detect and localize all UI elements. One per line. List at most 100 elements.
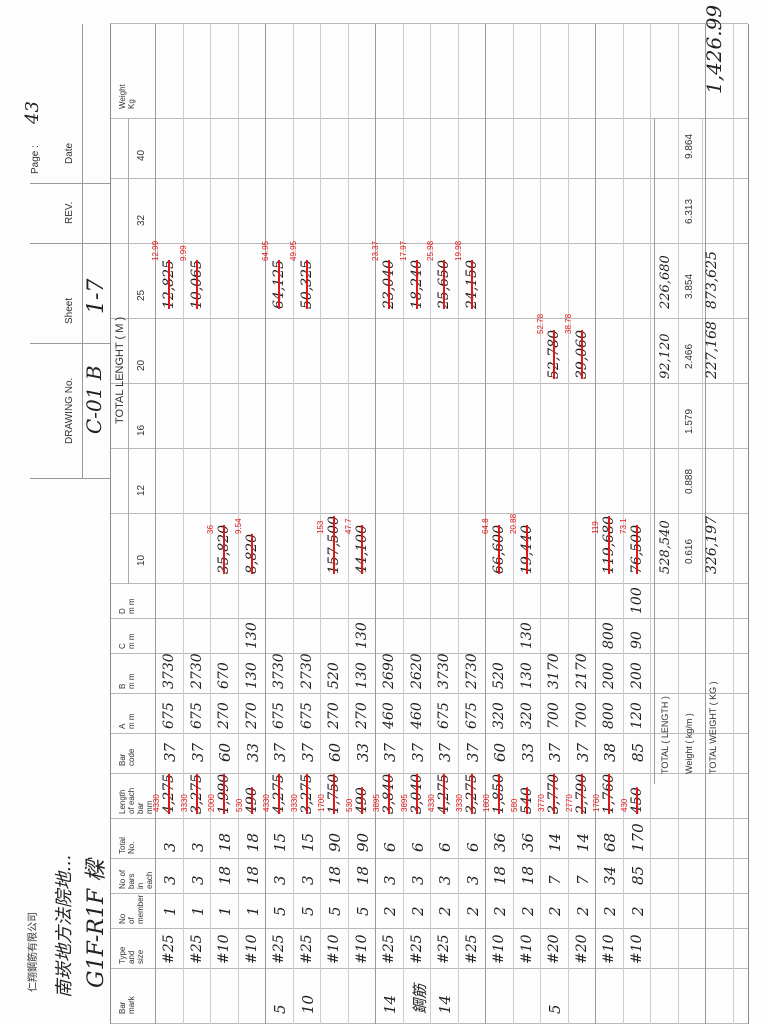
project-title: 南崁地方法院地... bbox=[54, 854, 75, 998]
row-total: 3 bbox=[161, 842, 179, 852]
row-total: 6 bbox=[463, 842, 482, 852]
row-total: 18 bbox=[216, 832, 234, 852]
row-len-10-new: 47.7 bbox=[343, 518, 353, 534]
row-members: 2 bbox=[601, 906, 619, 916]
row-length: 4,275 bbox=[271, 773, 287, 814]
sheet-no: 1-7 bbox=[84, 278, 109, 314]
grid-hline bbox=[110, 24, 111, 1024]
col-length: bar bbox=[136, 802, 145, 814]
row-total: 6 bbox=[408, 842, 427, 852]
total-length-20: 92,120 bbox=[658, 333, 673, 380]
row-bars-each: 18 bbox=[353, 865, 372, 885]
row-bars-each: 18 bbox=[491, 865, 509, 885]
row-bars-each: 3 bbox=[188, 875, 207, 885]
row-len-25-new: 17.97 bbox=[398, 240, 408, 261]
grid-vline bbox=[30, 478, 110, 479]
row-code: 37 bbox=[463, 742, 482, 762]
grid-vline bbox=[110, 178, 748, 179]
row-members: 5 bbox=[353, 906, 372, 916]
row-length: 3,770 bbox=[546, 773, 562, 814]
row-a: 120 bbox=[628, 702, 645, 729]
row-code: 37 bbox=[573, 742, 592, 762]
col-type: size bbox=[136, 949, 145, 964]
row-b: 130 bbox=[353, 662, 370, 689]
row-total: 36 bbox=[491, 832, 509, 852]
row-b: 200 bbox=[601, 662, 617, 689]
page-label: Page : bbox=[30, 145, 41, 174]
grid-vline bbox=[110, 818, 748, 819]
col-no-member: of bbox=[127, 917, 136, 924]
row-members: 2 bbox=[628, 906, 647, 916]
row-len-25: 64,125 bbox=[271, 260, 287, 309]
grid-hline bbox=[650, 24, 651, 1024]
row-length-new: 4330 bbox=[152, 794, 161, 812]
company-name: 仁翔鋼筋有限公司 bbox=[28, 912, 39, 992]
row-a: 675 bbox=[463, 702, 480, 729]
row-length: 4,275 bbox=[161, 773, 177, 814]
row-a: 270 bbox=[216, 702, 232, 729]
row-a: 700 bbox=[573, 702, 590, 729]
row-members: 1 bbox=[188, 906, 207, 916]
row-total: 14 bbox=[573, 832, 592, 852]
row-len-10: 66,600 bbox=[491, 525, 507, 574]
row-type: #25 bbox=[463, 934, 480, 964]
row-length-new: 530 bbox=[234, 798, 244, 812]
row-total: 6 bbox=[436, 842, 454, 852]
row-b: 3730 bbox=[271, 653, 287, 689]
row-len-25-new: 25.98 bbox=[426, 240, 435, 261]
grid-hline bbox=[702, 119, 703, 584]
row-length-new: 3770 bbox=[537, 794, 546, 812]
row-b: 200 bbox=[628, 662, 645, 689]
row-type: #25 bbox=[161, 934, 177, 964]
row-b: 130 bbox=[518, 662, 535, 689]
total-length-10: 528,540 bbox=[658, 520, 673, 574]
row-total: 68 bbox=[601, 832, 619, 852]
grid-hline bbox=[155, 24, 156, 1024]
kg-per-m-20: 2.466 bbox=[684, 343, 695, 369]
row-b: 2170 bbox=[573, 653, 590, 689]
total-weight-25: 873,625 bbox=[704, 251, 720, 309]
col-d: m m bbox=[127, 598, 136, 614]
total-weight-10: 326,197 bbox=[704, 516, 720, 574]
row-b: 670 bbox=[216, 662, 232, 689]
row-mark: 5 bbox=[271, 1004, 289, 1014]
grid-vline bbox=[110, 318, 748, 319]
row-length: 3,275 bbox=[298, 773, 315, 814]
row-length: 3,275 bbox=[188, 773, 205, 814]
col-b: B bbox=[118, 683, 127, 689]
row-b: 3730 bbox=[161, 653, 177, 689]
row-len-25: 10,065 bbox=[188, 260, 205, 309]
row-a: 460 bbox=[381, 702, 397, 729]
row-length-new: 3895 bbox=[372, 794, 381, 812]
row-members: 1 bbox=[161, 906, 179, 916]
row-code: 37 bbox=[381, 742, 399, 762]
totals-length-label: TOTAL ( LENGTH ) bbox=[660, 696, 670, 774]
row-code: 33 bbox=[518, 742, 537, 762]
kg-per-m-32: 6.313 bbox=[684, 198, 695, 224]
row-length: 1,850 bbox=[491, 773, 507, 814]
row-len-25-new: 12.99 bbox=[151, 240, 160, 261]
row-code: 60 bbox=[326, 742, 344, 762]
row-len-25: 12,825 bbox=[161, 260, 177, 309]
col-d: D bbox=[118, 608, 127, 614]
row-c: 800 bbox=[601, 622, 617, 649]
col-type: Type bbox=[118, 946, 127, 964]
row-code: 60 bbox=[491, 742, 509, 762]
row-len-10: 157,500 bbox=[326, 516, 342, 574]
row-len-20: 39,060 bbox=[573, 330, 590, 379]
row-b: 130 bbox=[243, 662, 260, 689]
totals-weight-label: TOTAL WEIGHT ( KG ) bbox=[708, 681, 718, 774]
row-c: 130 bbox=[353, 622, 370, 649]
col-total: No. bbox=[127, 841, 136, 854]
row-a: 800 bbox=[601, 702, 617, 729]
row-bars-each: 18 bbox=[518, 865, 537, 885]
row-type: #25 bbox=[408, 934, 425, 964]
row-len-25-new: 9.99 bbox=[178, 245, 188, 261]
row-length-new: 3330 bbox=[179, 794, 189, 812]
row-length-new: 430 bbox=[619, 798, 629, 812]
row-members: 2 bbox=[381, 906, 399, 916]
row-len-25: 18,240 bbox=[408, 260, 425, 309]
row-code: 37 bbox=[408, 742, 427, 762]
row-d: 100 bbox=[628, 587, 645, 614]
row-bars-each: 18 bbox=[216, 865, 234, 885]
